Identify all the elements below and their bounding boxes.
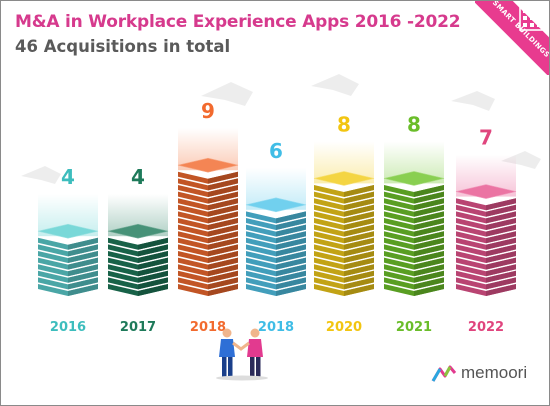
- x-tick-label-2022: 2022: [468, 320, 504, 335]
- x-tick-label-2018: 2018: [190, 320, 226, 335]
- value-label-2020: 8: [337, 112, 351, 136]
- bar-2022: [455, 154, 517, 296]
- value-label-2022: 7: [479, 126, 493, 150]
- bar-2020: [313, 141, 375, 296]
- bar-2018: [177, 128, 239, 296]
- value-label-2017: 4: [131, 165, 145, 189]
- building-grid-icon: [519, 5, 545, 31]
- x-tick-label-2020: 2020: [326, 320, 362, 335]
- smart-buildings-badge: SMART BUILDINGS: [475, 1, 549, 75]
- logo-text: memoori: [461, 363, 528, 382]
- handshake-background: [21, 74, 541, 184]
- x-tick-label-2017: 2017: [120, 320, 156, 335]
- x-tick-label-2021: 2021: [396, 320, 432, 335]
- value-label-2018: 6: [269, 139, 283, 163]
- bar-2021: [383, 141, 445, 296]
- value-label-2021: 8: [407, 112, 421, 136]
- x-tick-label-2016: 2016: [50, 320, 86, 335]
- chart-title: M&A in Workplace Experience Apps 2016 -2…: [15, 12, 461, 32]
- bar-2016: [37, 194, 99, 296]
- business-people-handshake-icon: [216, 328, 268, 381]
- chart-subtitle: 46 Acquisitions in total: [15, 37, 231, 56]
- value-label-2018: 9: [201, 99, 215, 123]
- x-tick-label-2018: 2018: [258, 320, 294, 335]
- bar-2018: [245, 167, 307, 296]
- memoori-logo-icon: [431, 365, 457, 382]
- memoori-logo: memoori: [431, 363, 527, 383]
- value-label-2016: 4: [61, 165, 75, 189]
- bar-2017: [107, 194, 169, 296]
